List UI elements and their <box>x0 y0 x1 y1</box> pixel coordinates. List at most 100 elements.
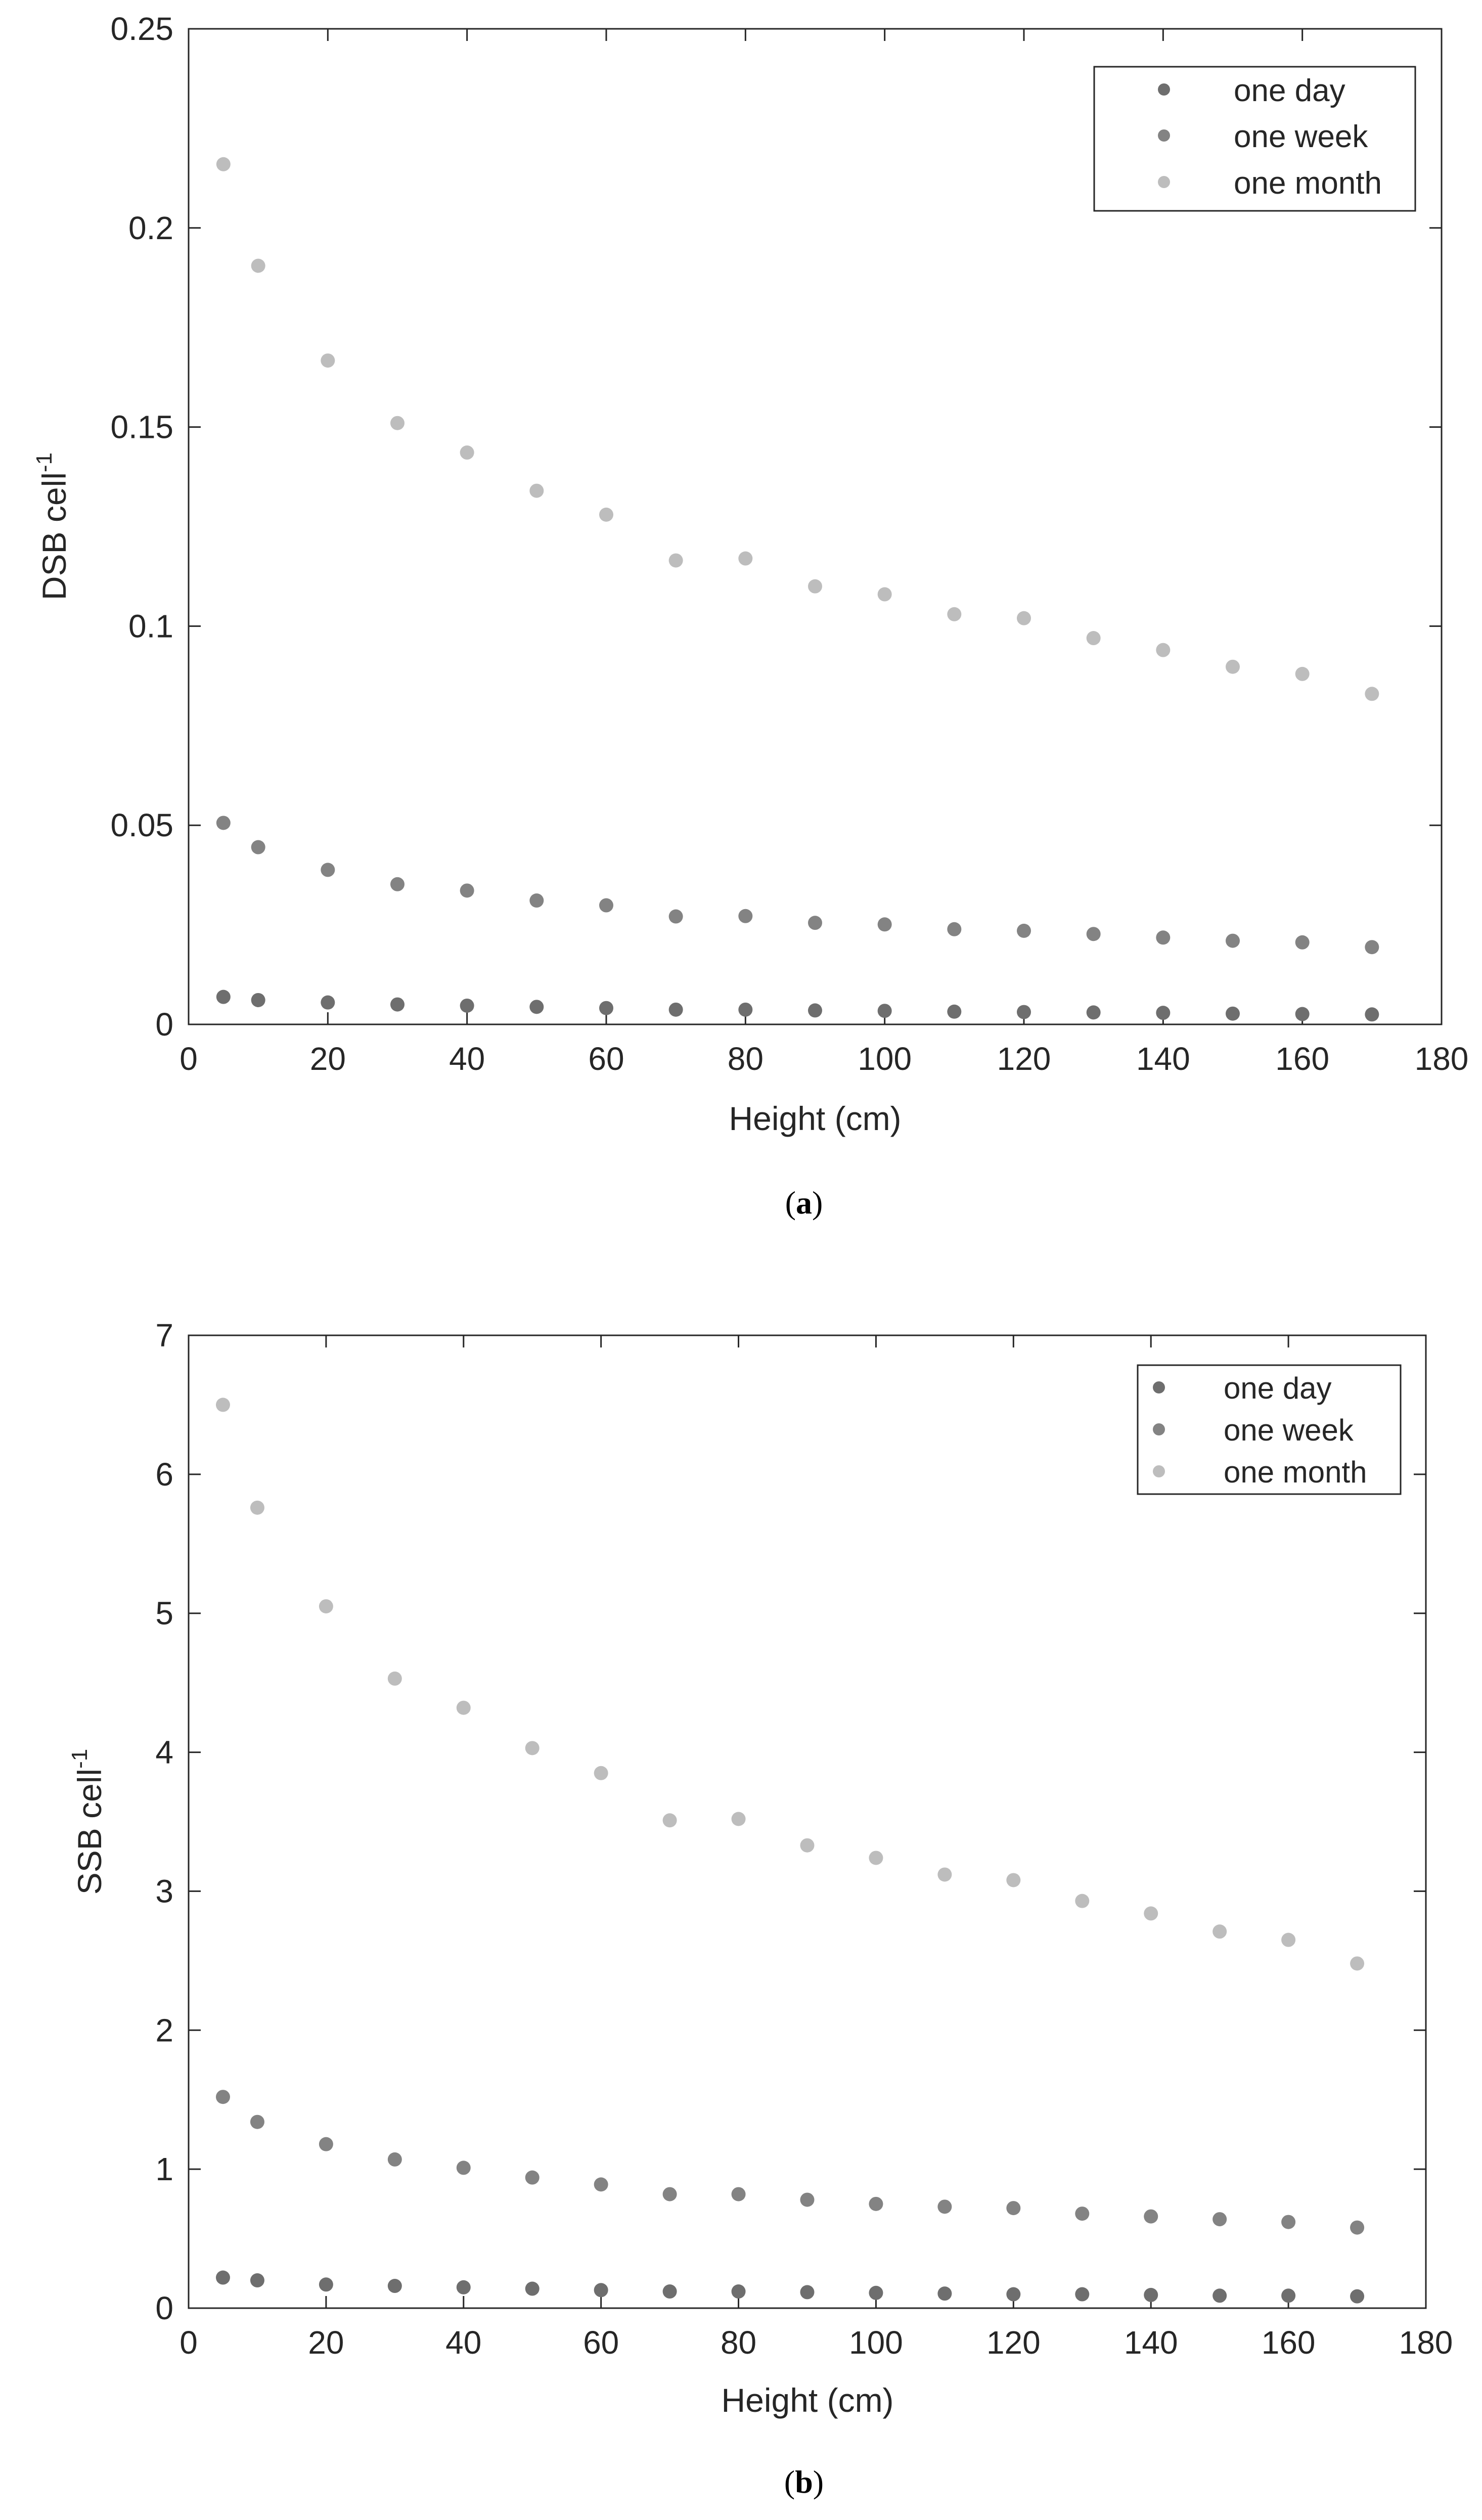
y-tick-label: 2 <box>155 2012 173 2048</box>
y-tick-label: 0 <box>155 1006 173 1043</box>
y-tick-label: 0.15 <box>110 409 173 445</box>
data-point <box>1212 2212 1227 2227</box>
data-point <box>1295 1007 1310 1021</box>
data-point <box>387 2279 402 2293</box>
data-point <box>1350 2220 1365 2235</box>
x-tick-label: 80 <box>721 2324 756 2361</box>
x-tick-label: 80 <box>728 1041 764 1077</box>
data-points-b <box>215 1398 1365 2304</box>
x-tick-label: 0 <box>179 2324 198 2361</box>
data-point <box>387 2152 402 2167</box>
data-point <box>1006 1873 1021 1887</box>
x-axis-label-a: Height (cm) <box>729 1100 901 1137</box>
legend-box-a <box>1093 66 1416 212</box>
data-point <box>456 2280 471 2294</box>
data-point <box>1144 2209 1158 2224</box>
data-point <box>1226 933 1240 948</box>
x-tick-label: 40 <box>449 1041 485 1077</box>
data-point <box>937 2199 952 2214</box>
y-tick-label: 0.1 <box>128 608 173 644</box>
data-points-a <box>216 157 1379 1022</box>
data-point <box>731 2187 746 2201</box>
data-point <box>800 2192 815 2207</box>
data-point <box>321 353 335 368</box>
data-point <box>319 2137 333 2151</box>
legend-a: one day one week one month <box>1093 66 1416 212</box>
y-tick-label: 4 <box>155 1734 173 1771</box>
data-point <box>251 840 265 854</box>
legend-marker-one-day-icon <box>1158 83 1170 96</box>
data-point <box>1006 2287 1021 2302</box>
data-point <box>808 579 822 594</box>
x-tick-label: 60 <box>588 1041 624 1077</box>
data-point <box>456 1700 471 1715</box>
y-tick-label: 6 <box>155 1456 173 1493</box>
data-point <box>594 1766 608 1780</box>
data-point <box>1144 1906 1158 1921</box>
data-point <box>1350 2289 1365 2304</box>
y-axis-label-b: SSB cell-1 <box>67 1749 108 1895</box>
data-point <box>529 483 544 498</box>
data-point <box>456 2161 471 2175</box>
data-point <box>1281 2215 1296 2229</box>
legend-marker-one-week-icon <box>1158 129 1170 142</box>
data-point <box>877 1004 892 1018</box>
data-point <box>216 816 231 830</box>
caption-b: (b) <box>784 2464 824 2500</box>
plot-area-b <box>188 1334 1427 2309</box>
x-tick-label: 160 <box>1262 2324 1316 2361</box>
data-point <box>869 2196 883 2211</box>
legend-box-b <box>1137 1364 1402 1495</box>
data-point <box>1156 1006 1171 1020</box>
data-point <box>1075 2207 1090 2221</box>
data-point <box>251 993 265 1007</box>
x-tick-label: 180 <box>1399 2324 1453 2361</box>
data-point <box>1281 1932 1296 1947</box>
data-point <box>216 157 231 171</box>
data-point <box>1156 643 1171 657</box>
data-point <box>321 863 335 877</box>
x-tick-label: 0 <box>179 1041 198 1077</box>
y-tick-label: 0.25 <box>110 11 173 47</box>
data-point <box>800 1838 815 1853</box>
data-point <box>460 998 474 1013</box>
data-point <box>529 1000 544 1014</box>
x-tick-label: 100 <box>858 1041 912 1077</box>
x-axis-ticks-b: 0 20 40 60 80 100 120 140 160 180 <box>179 1335 1453 2361</box>
data-point <box>1295 666 1310 681</box>
data-point <box>877 917 892 932</box>
x-tick-label: 100 <box>849 2324 903 2361</box>
data-point <box>1075 2287 1090 2302</box>
x-tick-label: 20 <box>310 1041 346 1077</box>
data-point <box>869 1851 883 1865</box>
x-tick-label: 120 <box>986 2324 1041 2361</box>
y-tick-label: 5 <box>155 1595 173 1632</box>
data-point <box>947 922 962 936</box>
y-axis-ticks-b: 0 1 2 3 4 5 6 7 <box>155 1317 1426 2326</box>
data-point <box>594 2177 608 2192</box>
data-point <box>808 916 822 930</box>
y-tick-label: 7 <box>155 1317 173 1354</box>
data-point <box>250 1500 264 1515</box>
x-axis-ticks-a: 0 20 40 60 80 100 120 140 160 180 <box>179 29 1468 1077</box>
data-point <box>937 1867 952 1882</box>
data-point <box>662 1813 677 1828</box>
data-point <box>1086 927 1101 941</box>
data-point <box>387 1671 402 1686</box>
data-point <box>662 2284 677 2299</box>
data-point <box>1086 631 1101 646</box>
data-point <box>1226 659 1240 674</box>
data-point <box>668 909 683 924</box>
legend-marker-one-month-icon <box>1153 1465 1165 1477</box>
data-point <box>1365 1007 1379 1022</box>
data-point <box>947 607 962 621</box>
x-tick-label: 120 <box>997 1041 1051 1077</box>
data-point <box>668 1002 683 1017</box>
data-point <box>662 2187 677 2201</box>
legend-marker-one-month-icon <box>1158 176 1170 188</box>
data-point <box>529 893 544 908</box>
data-point <box>738 1002 753 1017</box>
data-point <box>1350 1956 1365 1971</box>
data-point <box>250 2273 264 2288</box>
